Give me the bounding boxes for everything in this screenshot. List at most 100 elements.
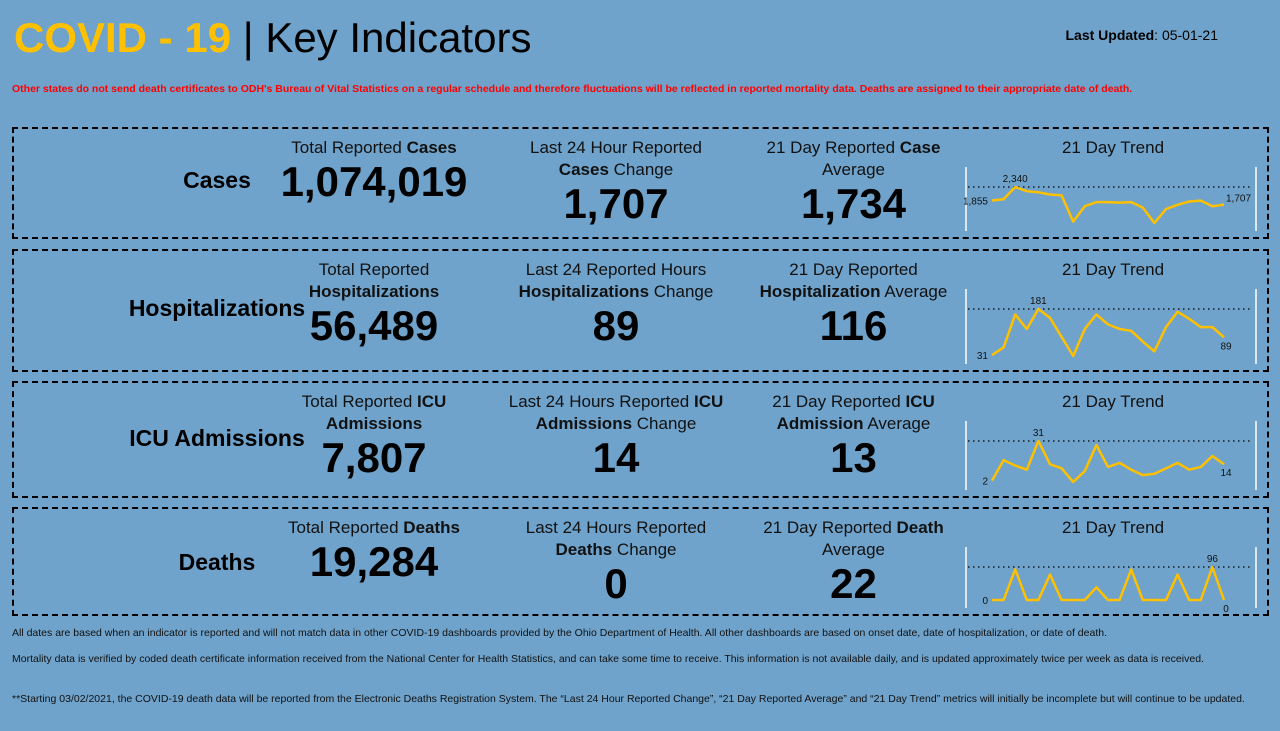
header-text: 21 Day Reported: [772, 392, 906, 411]
last-updated-label: Last Updated: [1065, 27, 1155, 43]
metric-last-24h-change: Last 24 Reported Hours Hospitalizations …: [506, 259, 726, 349]
metric-value: 0: [604, 560, 628, 607]
metric-value: 13: [830, 434, 877, 481]
row-label: Cases: [183, 167, 251, 193]
metric-header: Last 24 Hours Reported Deaths Change: [506, 517, 726, 561]
header-text: Total Reported: [301, 392, 417, 411]
trend-line: [990, 439, 1225, 484]
mortality-notice: Other states do not send death certifica…: [12, 83, 1133, 95]
header-bold: ICU Admission: [776, 392, 935, 433]
trend-first-label: 2: [982, 477, 988, 488]
metric-value: 7,807: [321, 434, 427, 481]
panel-hospitalizations: Hospitalizations Total Reported Hospital…: [12, 249, 1269, 372]
header-bold: Deaths: [403, 518, 460, 537]
header-bold: Hospitalization: [759, 282, 881, 301]
metric-value: 22: [830, 560, 877, 607]
header-bold: ICU Admissions: [325, 392, 447, 433]
metric-header: 21 Day Reported Death Average: [741, 517, 966, 561]
title-main: Key Indicators: [265, 14, 532, 61]
trend-title: 21 Day Trend: [1061, 392, 1165, 411]
metric-value: 56,489: [309, 302, 439, 349]
trend-line: [992, 565, 1226, 602]
trend-title: 21 Day Trend: [1061, 260, 1165, 279]
title-accent: COVID - 19: [14, 14, 232, 61]
trend-last-label: 14: [1220, 468, 1232, 479]
metric-21-day-average: 21 Day Reported Case Average 1,734: [741, 137, 966, 227]
metric-last-24h-change: Last 24 Hours Reported Deaths Change 0: [506, 517, 726, 607]
trend-title: 21 Day Trend: [1061, 518, 1165, 537]
trend-first-label: 0: [982, 596, 988, 607]
header-bold: Cases: [406, 138, 457, 157]
trend-max-label: 181: [1030, 296, 1047, 307]
trend-max-label: 2,340: [1003, 174, 1028, 185]
header-text: Average: [863, 414, 931, 433]
page-title: COVID - 19 | Key Indicators: [14, 14, 531, 62]
metric-header: 21 Day Reported Case Average: [741, 137, 966, 181]
metric-header: Last 24 Reported Hours Hospitalizations …: [506, 259, 726, 303]
metric-total: Total Reported Deaths 19,284: [269, 517, 479, 585]
header-text: 21 Day Reported: [763, 518, 897, 537]
trend-last-label: 1,707: [1226, 194, 1251, 205]
header-text: Change: [608, 160, 674, 179]
metric-header: Last 24 Hour Reported Cases Change: [506, 137, 726, 181]
metric-header: 21 Day Reported ICU Admission Average: [741, 391, 966, 435]
metric-value: 1,734: [800, 180, 907, 227]
trend-last-label: 89: [1220, 341, 1232, 352]
header-text: 21 Day Reported: [766, 138, 900, 157]
header-bold: Death: [896, 518, 944, 537]
metric-21-day-average: 21 Day Reported ICU Admission Average 13: [741, 391, 966, 481]
header-bold: Hospitalizations: [518, 282, 650, 301]
metric-value: 116: [819, 302, 888, 349]
trend-sparkline: 0 96 0: [965, 547, 1257, 612]
trend-max-label: 31: [1033, 428, 1045, 439]
trend-deaths: 21 Day Trend 0 96 0: [964, 517, 1262, 612]
header-bold: Cases: [558, 160, 609, 179]
header-text: Last 24 Hours Reported: [525, 518, 707, 537]
trend-last-label: 0: [1223, 604, 1229, 612]
metric-last-24h-change: Last 24 Hour Reported Cases Change 1,707: [506, 137, 726, 227]
header-text: Total Reported: [288, 518, 404, 537]
trend-line: [991, 307, 1225, 358]
metric-total: Total Reported Cases 1,074,019: [269, 137, 479, 205]
trend-hospitalizations: 21 Day Trend 31 181 89: [964, 259, 1262, 368]
header-text: 21 Day Reported: [789, 260, 918, 279]
metric-value: 89: [592, 302, 640, 349]
header-text: Change: [649, 282, 714, 301]
header-bold: Case: [899, 138, 941, 157]
trend-line: [991, 185, 1225, 225]
metric-header: Total Reported Deaths: [269, 517, 479, 539]
last-updated: Last Updated: 05-01-21: [1065, 27, 1218, 43]
metric-value: 1,074,019: [280, 158, 468, 205]
header-text: Last 24 Hours Reported: [508, 392, 694, 411]
footnote-edrs: **Starting 03/02/2021, the COVID-19 deat…: [12, 693, 1245, 705]
header-text: Last 24 Reported Hours: [525, 260, 707, 279]
trend-sparkline: 31 181 89: [965, 289, 1257, 364]
metric-header: Total Reported Hospitalizations: [269, 259, 479, 303]
trend-sparkline: 1,855 2,340 1,707: [964, 167, 1257, 231]
row-label: Deaths: [178, 549, 256, 575]
header-text: Total Reported: [318, 260, 430, 279]
row-label: ICU Admissions: [129, 425, 305, 451]
header-text: Change: [612, 540, 677, 559]
header-bold: ICU Admissions: [535, 392, 724, 433]
header-bold: Deaths: [555, 540, 613, 559]
header-bold: Hospitalizations: [308, 282, 440, 301]
row-label: Hospitalizations: [128, 295, 306, 321]
header-text: Average: [821, 160, 885, 179]
panel-cases: Cases Total Reported Cases 1,074,019 Las…: [12, 127, 1269, 239]
metric-header: Total Reported ICU Admissions: [269, 391, 479, 435]
footnote-mortality: Mortality data is verified by coded deat…: [12, 653, 1204, 665]
metric-value: 19,284: [309, 538, 439, 585]
trend-title: 21 Day Trend: [1061, 138, 1165, 157]
metric-total: Total Reported ICU Admissions 7,807: [269, 391, 479, 481]
header-text: Average: [821, 540, 885, 559]
metric-value: 14: [592, 434, 640, 481]
trend-max-label: 96: [1207, 554, 1219, 565]
panel-deaths: Deaths Total Reported Deaths 19,284 Last…: [12, 507, 1269, 616]
metric-21-day-average: 21 Day Reported Hospitalization Average …: [741, 259, 966, 349]
last-updated-value: : 05-01-21: [1154, 27, 1218, 43]
metric-header: 21 Day Reported Hospitalization Average: [741, 259, 966, 303]
metric-21-day-average: 21 Day Reported Death Average 22: [741, 517, 966, 607]
metric-header: Total Reported Cases: [269, 137, 479, 159]
header-text: Total Reported: [291, 138, 407, 157]
